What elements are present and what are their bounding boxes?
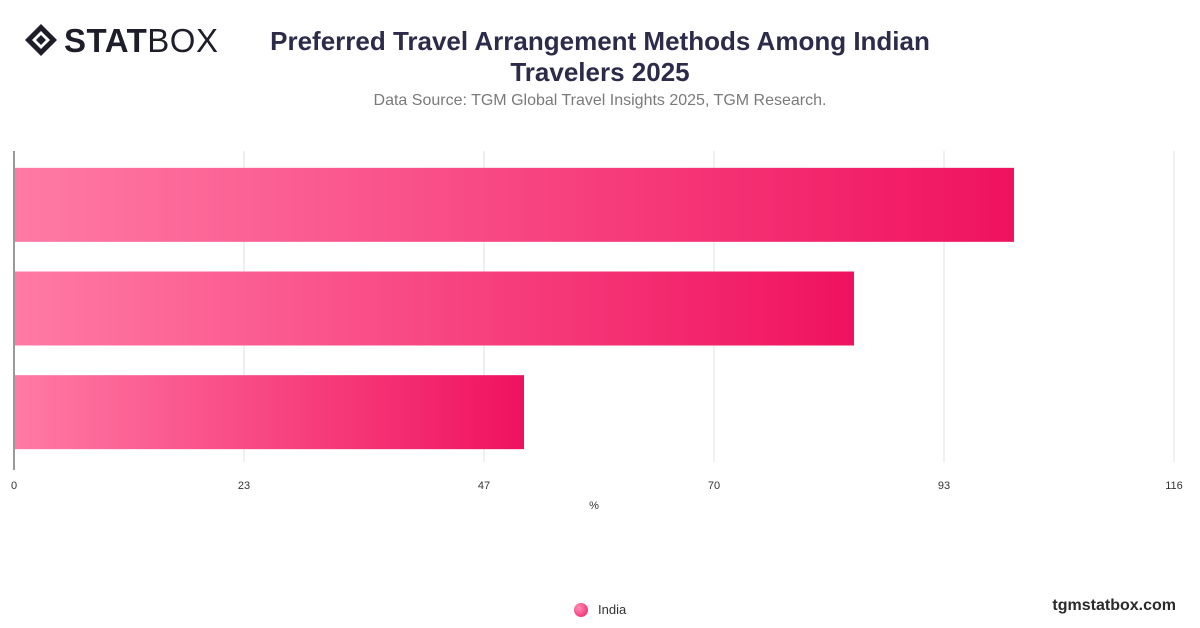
x-tick-label: 93 [938,480,950,492]
statbox-diamond-icon [25,24,57,56]
x-tick-label: 0 [11,480,17,492]
x-axis-title: % [589,500,599,512]
axes: 0 23 47 70 93 116% [11,151,1183,512]
x-tick-label: 70 [708,480,720,492]
logo-light-text: BOX [147,21,219,59]
bar[interactable] [15,167,1014,242]
chart-subtitle: Data Source: TGM Global Travel Insights … [373,92,827,109]
statbox-logo[interactable]: STATBOX [24,22,218,58]
legend-item-india[interactable]: India [574,602,626,617]
bar[interactable] [15,271,854,346]
x-tick-label: 47 [478,480,490,492]
legend-marker [574,602,588,617]
x-tick-label: 116 [1165,480,1183,492]
watermark: tgmstatbox.com [1052,597,1176,614]
x-tick-label: 23 [238,480,250,492]
bar[interactable] [15,375,524,450]
bars [15,167,1014,450]
chart-title: Preferred Travel Arrangement Methods Amo… [270,26,930,87]
logo-bold-text: STAT [64,21,148,59]
legend-label: India [598,602,627,617]
logo-wordmark: STATBOX [64,24,218,57]
